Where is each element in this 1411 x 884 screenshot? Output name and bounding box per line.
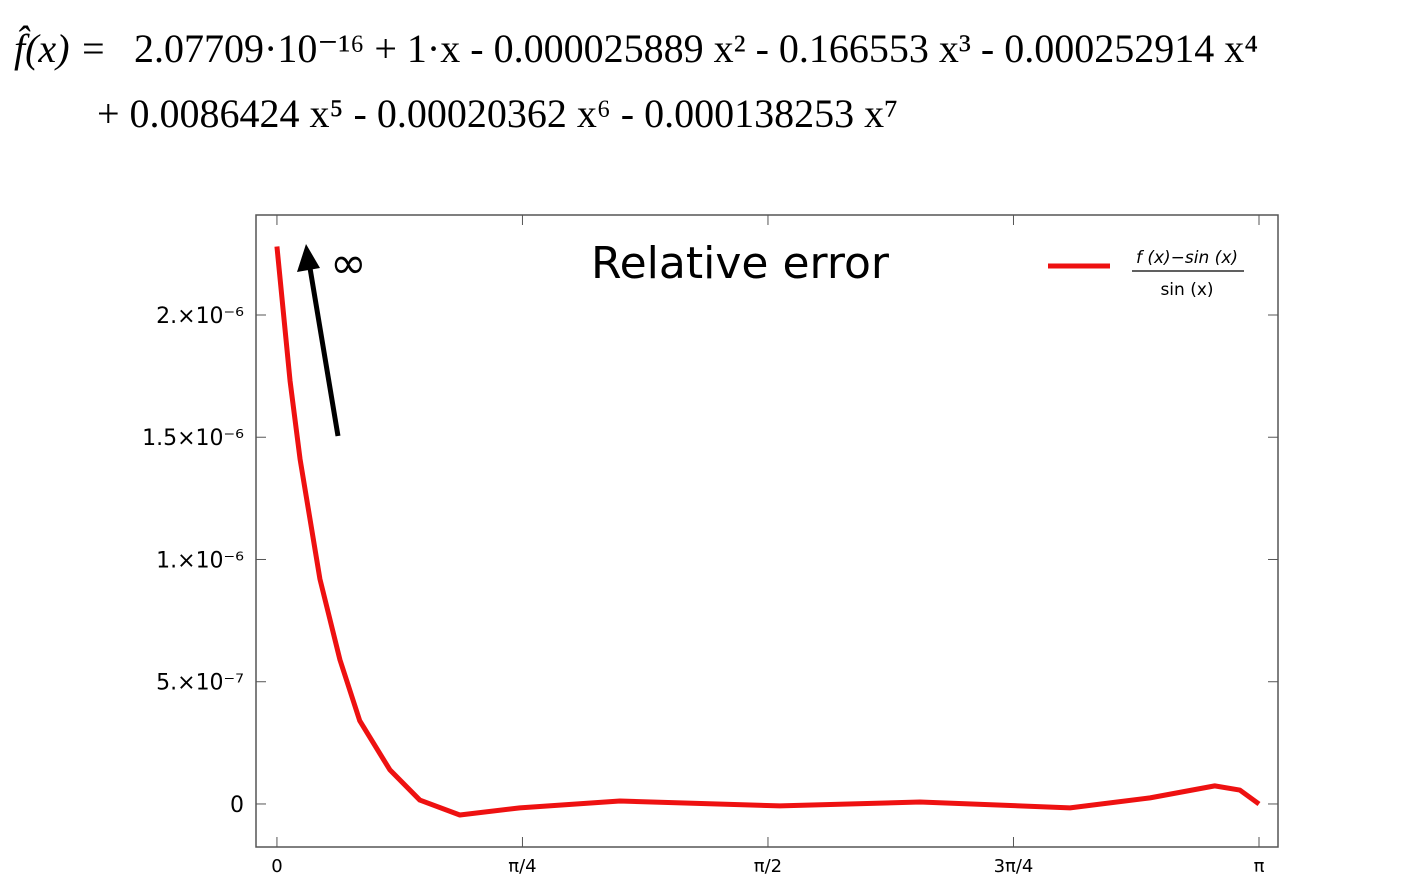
x-tick-label: 3π/4	[994, 856, 1034, 877]
chart-title: Relative error	[591, 238, 890, 289]
annotation: ∞	[330, 238, 367, 289]
legend: f (x)−sin (x) sin (x)	[1048, 248, 1244, 300]
x-tick-label: π	[1254, 856, 1265, 877]
formula-line: + 0.0086424 x⁵ - 0.00020362 x⁶ - 0.00013…	[97, 91, 898, 136]
line-series	[274, 246, 1261, 818]
x-tick-label: 0	[271, 856, 282, 877]
legend-denominator: sin (x)	[1160, 280, 1213, 300]
y-tick-label: 1.5×10⁻⁶	[142, 426, 244, 451]
y-tick-label: 0	[230, 793, 244, 818]
x-tick-label: π/2	[754, 856, 782, 877]
formula-line: 2.07709·10⁻¹⁶ + 1·x - 0.000025889 x² - 0…	[134, 26, 1258, 71]
arrow-head	[297, 244, 320, 272]
x-tick-label: π/4	[508, 856, 536, 877]
plot-frame	[255, 214, 1279, 848]
arrow	[307, 267, 341, 437]
y-tick-label: 1.×10⁻⁶	[156, 548, 244, 573]
y-tick-label: 2.×10⁻⁶	[156, 304, 244, 329]
formula-lhs: f̂(x) =	[14, 26, 107, 71]
y-tick-label: 5.×10⁻⁷	[156, 671, 244, 696]
legend-numerator: f (x)−sin (x)	[1136, 248, 1238, 268]
